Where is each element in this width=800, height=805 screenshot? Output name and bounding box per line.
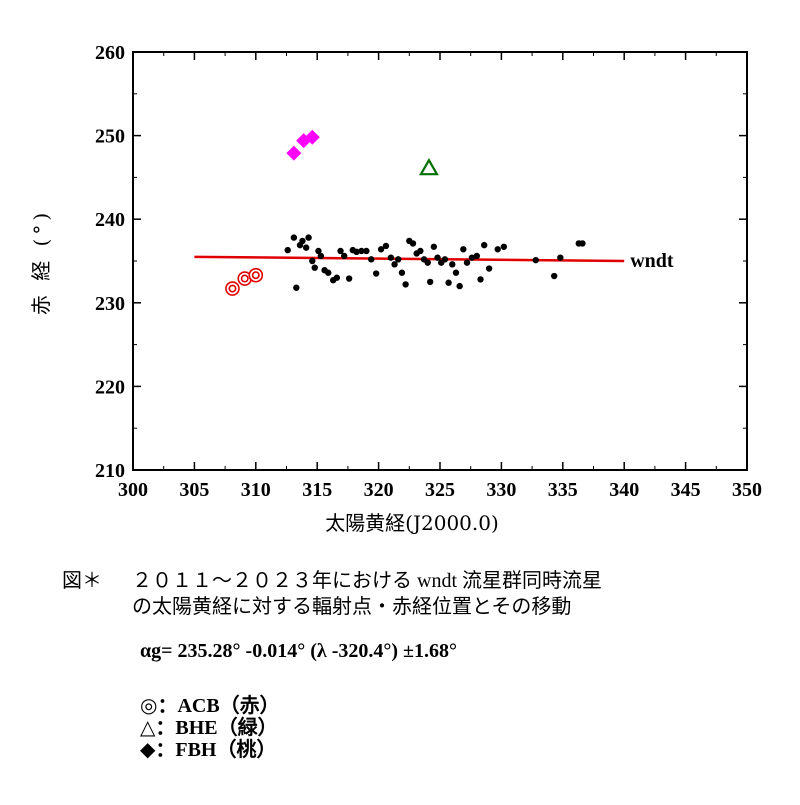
x-tick-label: 315 <box>302 479 332 501</box>
wndt-point <box>409 240 417 247</box>
wndt-point <box>377 246 385 253</box>
x-tick-label: 340 <box>609 479 639 501</box>
wndt-point <box>441 256 449 263</box>
wndt-point <box>341 252 348 260</box>
wndt-point <box>434 254 441 261</box>
x-tick-label: 305 <box>179 479 209 501</box>
x-tick-label: 330 <box>486 479 516 501</box>
wndt-point <box>473 252 481 260</box>
bhe-point <box>419 157 439 176</box>
wndt-point <box>317 252 325 260</box>
wndt-point <box>358 247 365 255</box>
legend: ◎：ACB（赤） △：BHE（緑） ◆：FBH（桃） <box>140 695 280 761</box>
y-tick-label: 220 <box>95 376 125 398</box>
wndt-point <box>311 264 318 271</box>
wndt-point <box>293 284 300 291</box>
wndt-point <box>500 243 508 250</box>
wndt-point <box>557 254 564 261</box>
y-tick-label: 240 <box>95 209 125 231</box>
x-tick-label: 350 <box>732 479 762 501</box>
x-tick-label: 325 <box>425 479 455 501</box>
wndt-point <box>477 276 484 283</box>
wndt-point <box>494 246 501 253</box>
wndt-point <box>333 274 341 281</box>
wndt-point <box>456 282 463 290</box>
wndt-point <box>284 246 291 254</box>
wndt-point <box>424 259 431 266</box>
wndt-point <box>445 279 452 286</box>
wndt-point <box>363 247 370 255</box>
legend-acb: ◎：ACB（赤） <box>140 695 280 717</box>
caption-line-2: の太陽黄経に対する輻射点・赤経位置とその移動 <box>132 596 572 618</box>
wndt-point <box>395 256 402 263</box>
wndt-point <box>368 256 375 263</box>
wndt-point <box>305 234 312 241</box>
wndt-point <box>426 278 434 286</box>
wndt-point <box>449 261 456 268</box>
wndt-point <box>463 259 471 266</box>
x-axis-label: 太陽黄経(J2000.0) <box>325 511 499 535</box>
wndt-line-label: wndt <box>630 250 674 272</box>
x-tick-label: 310 <box>241 479 271 501</box>
figure-number: 図＊ <box>62 570 102 592</box>
wndt-point <box>353 248 360 256</box>
wndt-point <box>391 261 398 268</box>
wndt-point <box>325 269 332 276</box>
acb-point <box>248 267 264 283</box>
wndt-point <box>302 244 310 251</box>
wndt-point <box>382 242 390 250</box>
wndt-point <box>337 247 344 255</box>
wndt-point <box>485 265 493 272</box>
wndt-point <box>387 254 395 261</box>
legend-bhe: △：BHE（緑） <box>140 717 278 739</box>
y-axis-label: 赤 経 (°) <box>29 209 53 315</box>
wndt-fit-line <box>194 255 625 263</box>
fit-formula: αg= 235.28° -0.014° (λ -320.4°) ±1.68° <box>140 640 457 662</box>
wndt-point <box>417 247 424 255</box>
wndt-point <box>579 240 586 247</box>
wndt-point <box>402 281 409 288</box>
x-tick-label: 335 <box>548 479 578 501</box>
wndt-point <box>345 275 353 282</box>
radiant-scatter-chart: 300 305 310 315 320 325 330 335 340 345 350 210 220 2… <box>29 42 762 535</box>
legend-fbh: ◆：FBH（桃） <box>140 739 277 761</box>
wndt-point <box>468 254 476 261</box>
fbh-point <box>304 129 320 145</box>
wndt-point <box>290 234 298 241</box>
wndt-point <box>532 256 539 264</box>
wndt-point <box>430 243 438 250</box>
x-tick-label: 345 <box>671 479 701 501</box>
y-tick-label: 260 <box>95 42 125 64</box>
wndt-point <box>299 237 306 245</box>
wndt-point <box>481 241 488 249</box>
y-tick-label: 230 <box>95 293 125 315</box>
wndt-point <box>309 257 316 265</box>
wndt-point <box>460 246 467 253</box>
y-tick-label: 250 <box>95 126 125 148</box>
wndt-point <box>315 247 322 255</box>
wndt-point <box>398 269 406 276</box>
acb-point <box>225 281 240 296</box>
x-tick-label: 300 <box>118 479 148 501</box>
y-tick-label: 210 <box>95 460 125 482</box>
wndt-point <box>452 269 460 276</box>
caption-line-1: ２０１１～２０２３年における wndt 流星群同時流星 <box>132 570 602 592</box>
wndt-point <box>372 270 380 277</box>
fbh-point <box>286 145 302 161</box>
x-tick-label: 320 <box>364 479 394 501</box>
wndt-point <box>551 272 558 280</box>
figure-caption: 図＊ ２０１１～２０２３年における wndt 流星群同時流星 の太陽黄経に対する輻射… <box>62 568 602 620</box>
